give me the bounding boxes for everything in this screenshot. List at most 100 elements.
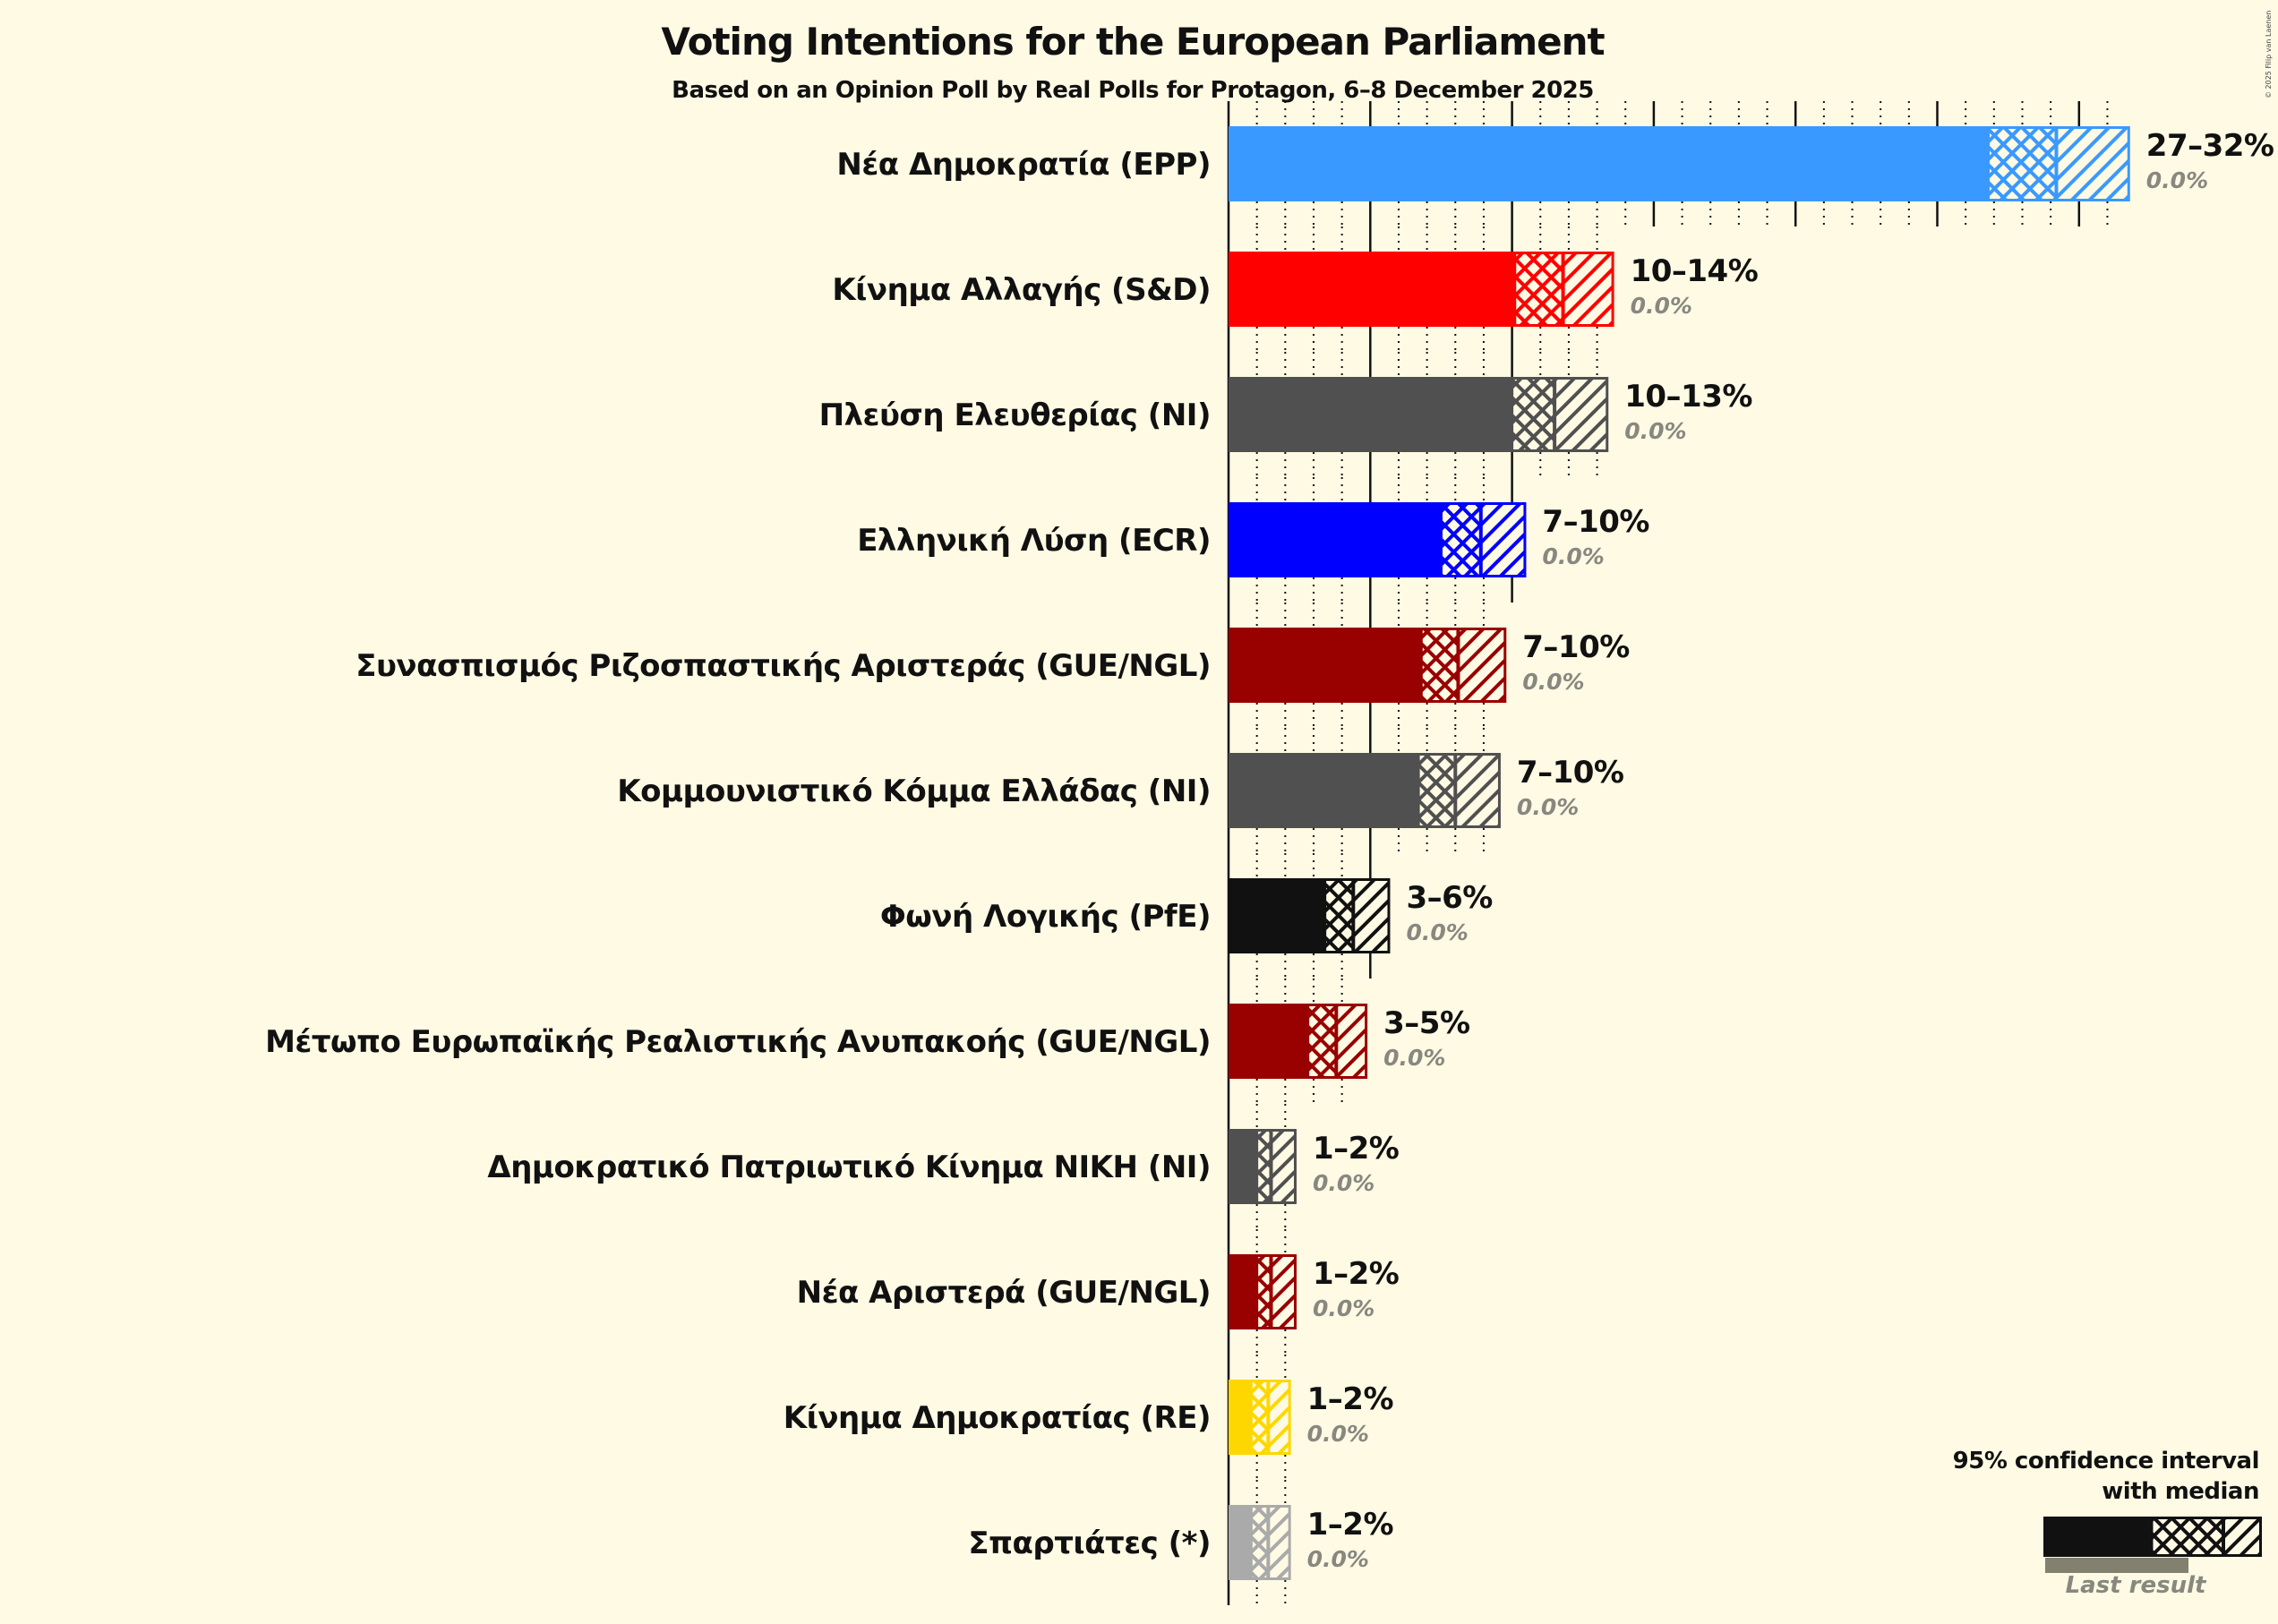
ci-range-label: 1–2% — [1312, 1131, 1400, 1167]
last-result-label: 0.0% — [1630, 293, 1692, 319]
bar-crosshatch-low-median — [1324, 880, 1354, 952]
bar-ci-outline — [1255, 1254, 1297, 1329]
party-label: Φωνή Λογικής (PfE) — [879, 899, 1212, 935]
bar-hatch-median-high — [1271, 1256, 1295, 1328]
bar-ci-outline — [1439, 502, 1527, 577]
bar-hatch-median-high — [1563, 253, 1613, 325]
party-label: Κίνημα Δημοκρατίας (RE) — [783, 1400, 1212, 1436]
legend-ci-outline — [2150, 1517, 2262, 1557]
ci-range-label: 27–32% — [2145, 128, 2274, 164]
bar-solid — [1229, 1380, 1252, 1455]
bar-ci-outline — [1511, 377, 1609, 452]
bar-crosshatch-low-median — [1988, 128, 2057, 200]
party-bar — [1229, 377, 1609, 452]
bar-hatch-median-high — [2056, 128, 2128, 200]
bar-crosshatch-low-median — [1512, 379, 1555, 450]
bar-crosshatch-low-median — [1251, 1381, 1269, 1453]
ci-range-label: 1–2% — [1306, 1507, 1394, 1543]
bars — [1229, 126, 2130, 1580]
party-bar — [1229, 628, 1507, 703]
last-result-label: 0.0% — [1306, 1546, 1369, 1572]
bar-hatch-median-high — [1455, 755, 1499, 826]
ci-range-label: 7–10% — [1542, 504, 1649, 540]
legend-title-line1: 95% confidence interval — [1952, 1448, 2260, 1474]
last-result-label: 0.0% — [1516, 794, 1580, 820]
bar-ci-outline — [1255, 1129, 1297, 1204]
last-result-label: 0.0% — [1312, 1295, 1375, 1321]
bar-crosshatch-low-median — [1256, 1256, 1272, 1328]
party-label: Νέα Δημοκρατία (EPP) — [836, 147, 1211, 183]
bar-solid — [1229, 1505, 1252, 1580]
bar-solid — [1229, 1004, 1308, 1079]
ci-range-label: 7–10% — [1516, 755, 1624, 791]
bar-ci-outline — [1249, 1380, 1291, 1455]
last-result-label: 0.0% — [2145, 167, 2209, 193]
chart-subtitle-text: Based on an Opinion Poll by Real Polls f… — [672, 77, 1594, 104]
bar-hatch-median-high — [1480, 504, 1525, 576]
bar-solid — [1229, 126, 1989, 201]
ci-range-label: 1–2% — [1306, 1381, 1394, 1417]
legend-last-result-label: Last result — [2065, 1572, 2206, 1599]
legend-title: 95% confidence interval with median — [1952, 1446, 2260, 1507]
bar-ci-outline — [1323, 878, 1391, 953]
party-label: Κομμουνιστικό Κόμμα Ελλάδας (NI) — [617, 774, 1211, 809]
party-bar — [1229, 252, 1614, 327]
last-result-label: 0.0% — [1522, 669, 1585, 695]
bar-crosshatch-low-median — [1418, 755, 1456, 826]
legend-title-line2: with median — [2102, 1478, 2259, 1505]
party-bar — [1229, 126, 2130, 201]
party-label: Πλεύση Ελευθερίας (NI) — [818, 397, 1212, 433]
bar-ci-outline — [1419, 628, 1507, 703]
bar-solid — [1229, 1129, 1257, 1204]
party-label: Κίνημα Αλλαγής (S&D) — [832, 272, 1211, 308]
last-result-label: 0.0% — [1406, 919, 1469, 945]
last-result-label: 0.0% — [1306, 1421, 1369, 1447]
bar-solid — [1229, 252, 1515, 327]
last-result-label: 0.0% — [1542, 543, 1605, 569]
bar-solid — [1229, 628, 1422, 703]
party-bar — [1229, 1004, 1368, 1079]
last-result-label: 0.0% — [1312, 1170, 1375, 1196]
bar-crosshatch-low-median — [1307, 1005, 1337, 1077]
party-bar — [1229, 1129, 1297, 1204]
bar-hatch-median-high — [1271, 1131, 1295, 1202]
party-label: Συνασπισμός Ριζοσπαστικής Αριστεράς (GUE… — [355, 648, 1211, 684]
chart-title: Voting Intentions for the European Parli… — [0, 20, 2278, 64]
party-bar — [1229, 1254, 1297, 1329]
bar-crosshatch-low-median — [1421, 629, 1459, 701]
party-label: Νέα Αριστερά (GUE/NGL) — [796, 1275, 1212, 1311]
bar-solid — [1229, 502, 1442, 577]
bar-crosshatch-low-median — [1251, 1507, 1269, 1578]
bar-hatch-median-high — [1554, 379, 1607, 450]
legend-hatch — [2223, 1518, 2260, 1555]
bar-ci-outline — [1986, 126, 2130, 201]
chart-subtitle: Based on an Opinion Poll by Real Polls f… — [0, 77, 2278, 104]
party-bar — [1229, 878, 1391, 953]
bar-solid — [1229, 377, 1512, 452]
bar-solid — [1229, 878, 1325, 953]
party-label: Ελληνική Λύση (ECR) — [857, 523, 1211, 559]
bar-hatch-median-high — [1353, 880, 1389, 952]
party-bar — [1229, 1380, 1291, 1455]
ci-range-label: 10–13% — [1624, 379, 1752, 415]
bar-hatch-median-high — [1268, 1381, 1289, 1453]
ci-range-label: 7–10% — [1522, 629, 1630, 665]
last-result-label: 0.0% — [1383, 1045, 1446, 1071]
legend-crosshatch — [2152, 1518, 2223, 1555]
bar-ci-outline — [1249, 1505, 1291, 1580]
party-bar — [1229, 502, 1527, 577]
bar-ci-outline — [1417, 753, 1501, 828]
bar-hatch-median-high — [1268, 1507, 1289, 1578]
party-label: Δημοκρατικό Πατριωτικό Κίνημα ΝΙΚΗ (NI) — [487, 1150, 1211, 1185]
chart-title-text: Voting Intentions for the European Parli… — [661, 20, 1605, 64]
bar-crosshatch-low-median — [1256, 1131, 1272, 1202]
last-result-label: 0.0% — [1624, 418, 1687, 444]
party-bar — [1229, 1505, 1291, 1580]
bar-crosshatch-low-median — [1441, 504, 1481, 576]
ci-range-label: 10–14% — [1630, 253, 1759, 289]
bar-hatch-median-high — [1336, 1005, 1366, 1077]
legend-last-result-bar — [2045, 1558, 2188, 1573]
party-bar — [1229, 753, 1501, 828]
bar-solid — [1229, 753, 1419, 828]
